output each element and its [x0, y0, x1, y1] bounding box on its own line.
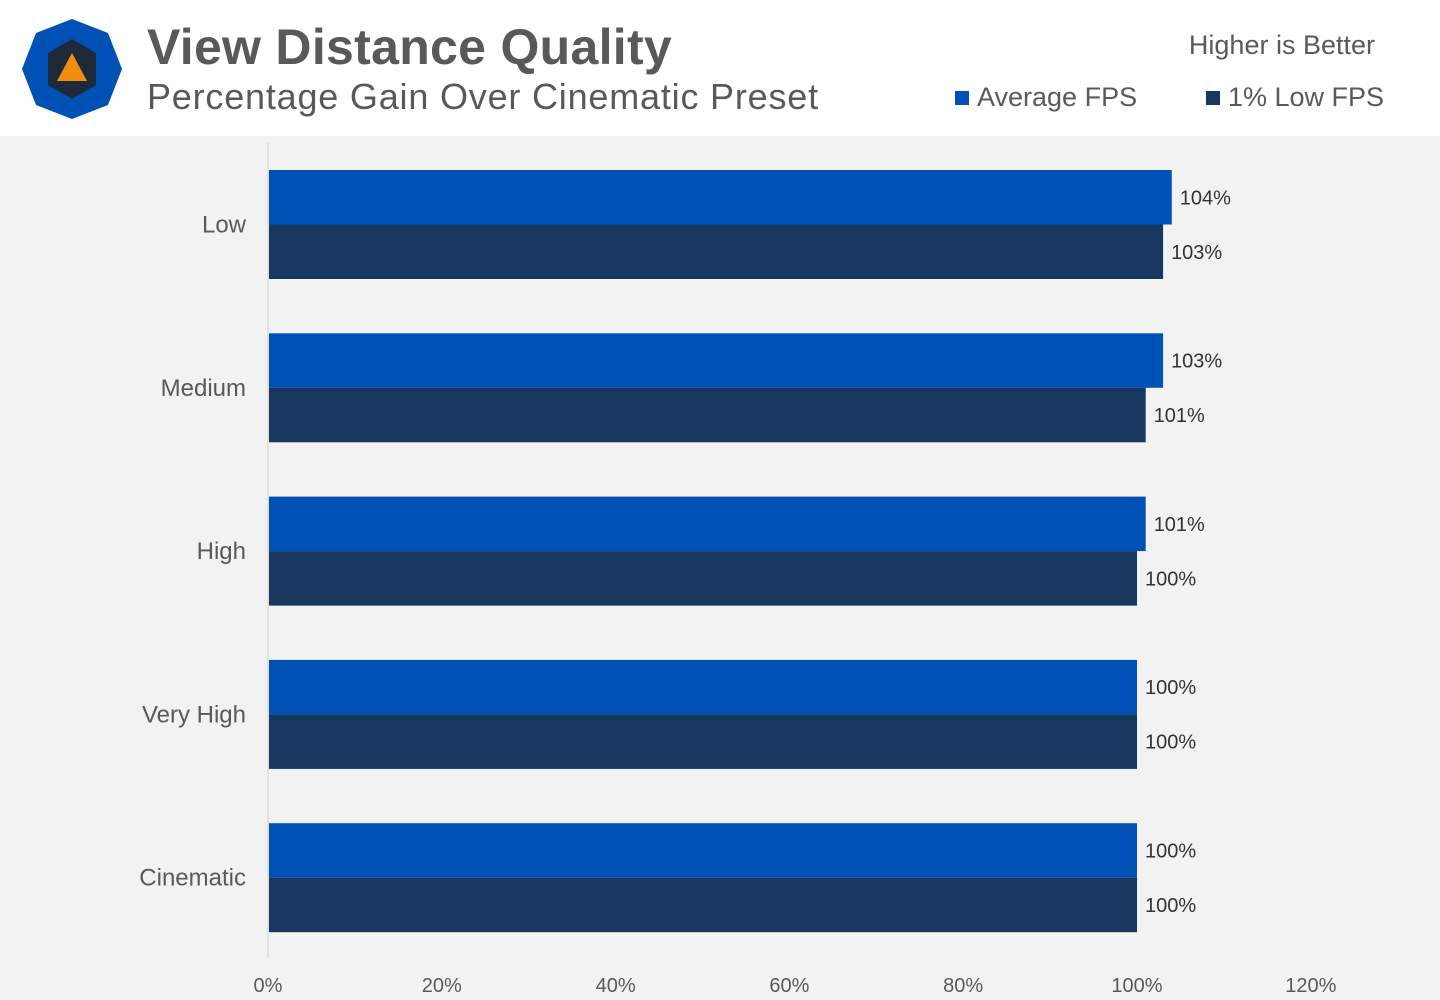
x-tick-label: 60% [769, 975, 809, 997]
data-label-high-average-fps: 101% [1154, 514, 1205, 536]
data-label-high-1-low-fps: 100% [1145, 568, 1196, 590]
x-tick-label: 100% [1111, 975, 1162, 997]
bar-cinematic-average-fps [269, 823, 1137, 878]
bar-medium-average-fps [269, 333, 1164, 388]
x-tick-label: 80% [943, 975, 983, 997]
x-tick-label: 20% [422, 975, 462, 997]
category-label-very-high: Very High [142, 701, 246, 728]
category-label-low: Low [202, 212, 247, 239]
x-tick-label: 40% [596, 975, 636, 997]
bar-cinematic-1-low-fps [269, 877, 1137, 933]
legend-item-average-fps: Average FPS [955, 82, 1137, 113]
data-label-very-high-average-fps: 100% [1145, 677, 1196, 699]
bar-high-average-fps [269, 496, 1146, 552]
legend-item-1pct-low-fps: 1% Low FPS [1206, 82, 1384, 113]
category-label-medium: Medium [161, 375, 246, 402]
data-label-low-1-low-fps: 103% [1171, 242, 1222, 264]
bar-very-high-average-fps [269, 659, 1137, 715]
data-label-cinematic-1-low-fps: 100% [1145, 895, 1196, 917]
bar-very-high-1-low-fps [269, 714, 1137, 769]
category-label-high: High [197, 538, 246, 565]
bar-medium-1-low-fps [269, 387, 1146, 443]
legend-swatch-1pct-low-fps [1206, 90, 1220, 105]
bar-high-1-low-fps [269, 551, 1137, 606]
x-tick-label: 120% [1285, 975, 1336, 997]
data-label-cinematic-average-fps: 100% [1145, 840, 1196, 862]
data-label-medium-1-low-fps: 101% [1154, 405, 1205, 427]
octagon-triangle-logo-icon [22, 19, 122, 119]
bar-low-1-low-fps [269, 224, 1164, 279]
bar-low-average-fps [269, 170, 1172, 225]
chart-subtitle: Percentage Gain Over Cinematic Preset [147, 76, 819, 117]
data-label-low-average-fps: 104% [1180, 187, 1231, 209]
legend-label-average-fps: Average FPS [977, 82, 1138, 112]
x-tick-label: 0% [254, 975, 283, 997]
chart-header: View Distance Quality Percentage Gain Ov… [0, 0, 1440, 136]
data-label-medium-average-fps: 103% [1171, 351, 1222, 373]
category-label-cinematic: Cinematic [139, 865, 246, 892]
chart-title: View Distance Quality [147, 19, 673, 75]
higher-is-better-note: Higher is Better [1188, 30, 1375, 60]
legend-swatch-average-fps [955, 90, 969, 105]
data-label-very-high-1-low-fps: 100% [1145, 732, 1196, 754]
legend-label-1pct-low-fps: 1% Low FPS [1228, 82, 1385, 112]
